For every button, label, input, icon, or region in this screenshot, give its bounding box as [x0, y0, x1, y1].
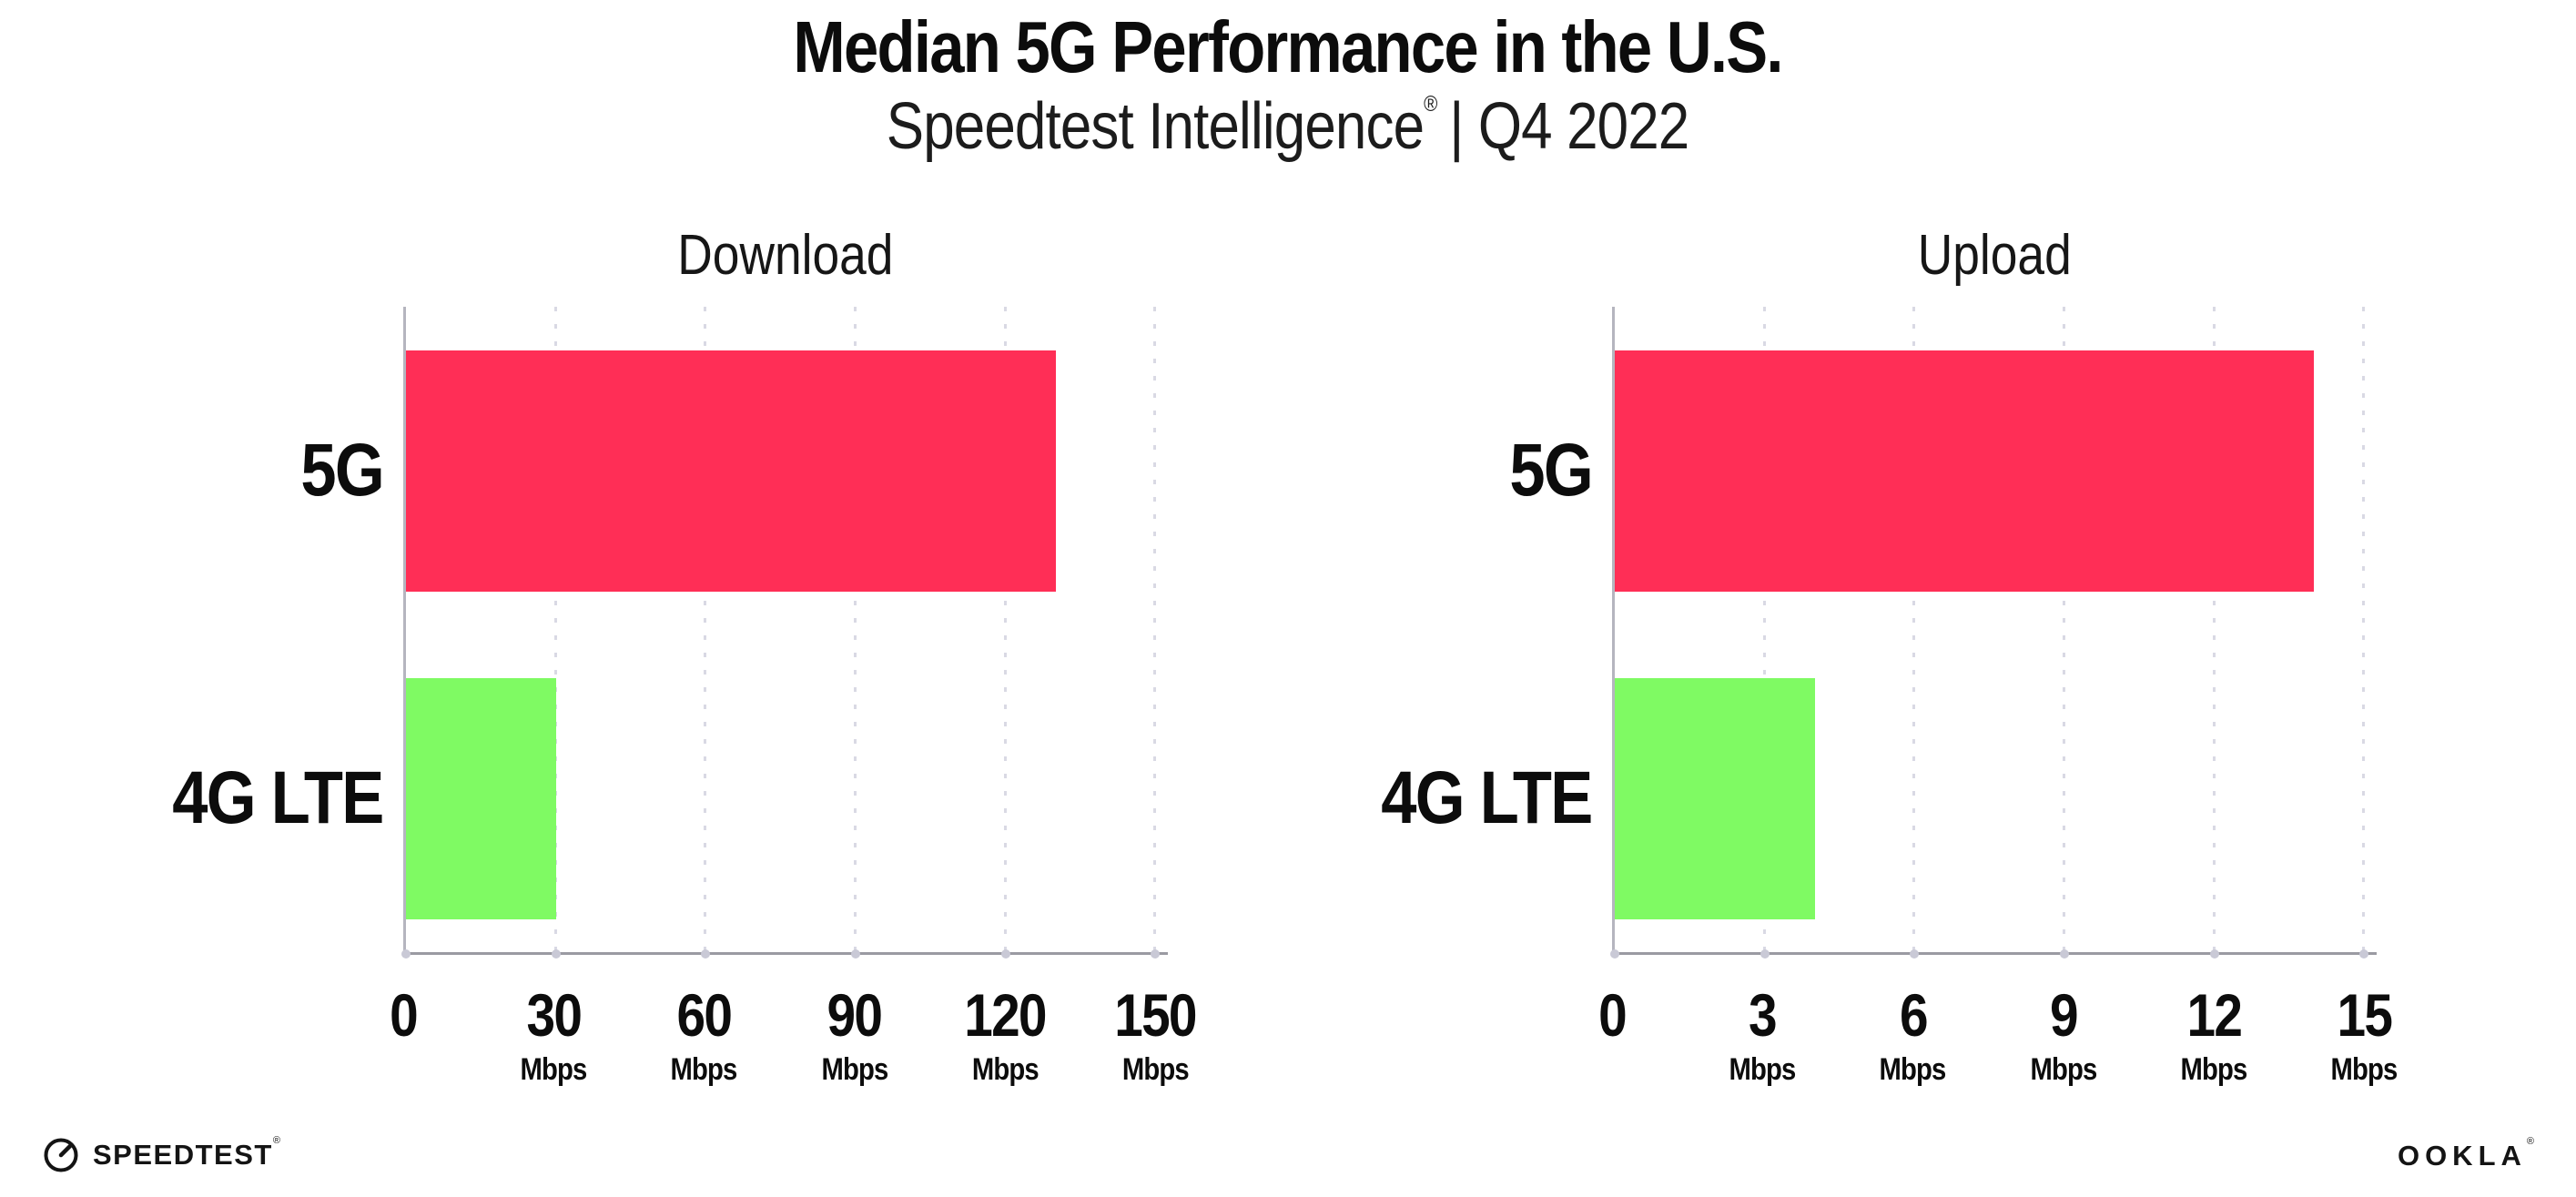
registered-trademark-icon: ® — [1424, 92, 1438, 117]
axis-tick-dot — [701, 949, 711, 959]
x-tick-value: 150 — [1114, 981, 1197, 1049]
category-label: 4G LTE — [172, 756, 384, 839]
x-tick: 0 — [1597, 985, 1628, 1045]
x-tick-unit: Mbps — [1880, 1052, 1947, 1087]
x-tick: 6 Mbps — [1874, 985, 1952, 1085]
axis-tick-dot — [2209, 949, 2219, 959]
x-tick: 120 Mbps — [958, 985, 1052, 1085]
axis-tick-dot — [1610, 949, 1619, 959]
x-tick-unit: Mbps — [2330, 1052, 2399, 1087]
category-label: 5G — [300, 429, 384, 512]
axis-tick-dot — [1910, 949, 1920, 959]
bar-4g-lte — [406, 678, 556, 919]
axis-tick-dot — [2359, 949, 2369, 959]
axis-tick-dot — [1760, 949, 1770, 959]
x-tick-value: 6 — [1899, 981, 1929, 1049]
speedtest-reg-icon: ® — [272, 1135, 282, 1146]
x-tick: 90 Mbps — [816, 985, 893, 1085]
speedtest-logo: SPEEDTEST® — [42, 1135, 282, 1174]
x-tick: 9 Mbps — [2024, 985, 2102, 1085]
x-tick: 30 Mbps — [515, 985, 593, 1085]
x-tick-value: 3 — [1749, 981, 1778, 1049]
subtitle-period: | Q4 2022 — [1449, 90, 1690, 163]
upload-chart-body: 5G 4G LTE 0 3 Mbps 6 Mbps 9 Mbps 12 Mbps 15 Mbps — [1348, 307, 2399, 1085]
category-labels: 5G 4G LTE — [1348, 307, 1612, 955]
ookla-logo: OOKLA® — [2397, 1136, 2540, 1172]
gridline — [2362, 307, 2366, 952]
gridline — [553, 307, 557, 952]
gridline — [853, 307, 857, 952]
x-tick-unit: Mbps — [2180, 1052, 2248, 1087]
x-tick-value: 0 — [390, 981, 419, 1049]
x-tick: 12 Mbps — [2175, 985, 2253, 1085]
x-tick-unit: Mbps — [821, 1052, 888, 1087]
page-title: Median 5G Performance in the U.S. — [0, 9, 2576, 86]
axis-tick-dot — [551, 949, 561, 959]
speedtest-gauge-icon — [44, 1138, 78, 1172]
x-tick-value: 9 — [2049, 981, 2079, 1049]
gridline — [1762, 307, 1766, 952]
x-tick: 3 Mbps — [1724, 985, 1801, 1085]
x-tick-value: 30 — [526, 981, 582, 1049]
ookla-wordmark: OOKLA® — [2397, 1136, 2540, 1172]
axis-tick-dot — [1000, 949, 1010, 959]
x-axis: 0 30 Mbps 60 Mbps 90 Mbps 120 Mbps 150 Mbps — [390, 958, 1198, 1121]
x-axis: 0 3 Mbps 6 Mbps 9 Mbps 12 Mbps 15 Mbps — [1598, 958, 2398, 1121]
x-tick-value: 15 — [2337, 981, 2392, 1049]
x-tick-unit: Mbps — [2030, 1052, 2097, 1087]
category-label: 5G — [1509, 429, 1593, 512]
upload-chart-title: Upload — [1917, 224, 2072, 287]
gridline — [2212, 307, 2216, 952]
gridline — [2062, 307, 2065, 952]
ookla-reg-icon: ® — [2526, 1136, 2540, 1147]
page-subtitle: Speedtest Intelligence® | Q4 2022 — [0, 90, 2576, 163]
x-tick-value: 12 — [2186, 981, 2242, 1049]
x-tick-value: 60 — [676, 981, 733, 1049]
x-tick-value: 120 — [964, 981, 1047, 1049]
x-tick-unit: Mbps — [671, 1052, 738, 1087]
plot-area — [401, 307, 1168, 959]
gridline — [1153, 307, 1157, 952]
x-tick-unit: Mbps — [1729, 1052, 1797, 1087]
x-tick: 15 Mbps — [2326, 985, 2403, 1085]
x-tick-value: 90 — [827, 981, 883, 1049]
upload-chart: Upload 5G 4G LTE 0 3 Mbps 6 Mbps 9 Mbps 12 Mbps 15… — [1348, 224, 2399, 1085]
download-chart: Download 5G 4G LTE 0 30 Mbps 60 Mbps 90 Mbps 120… — [139, 224, 1198, 1085]
x-tick-unit: Mbps — [1121, 1052, 1190, 1087]
gridline — [704, 307, 707, 952]
subtitle-brand: Speedtest Intelligence — [887, 90, 1425, 163]
x-tick-unit: Mbps — [520, 1052, 588, 1087]
axis-tick-dot — [850, 949, 860, 959]
x-tick-value: 0 — [1598, 981, 1628, 1049]
speedtest-wordmark: SPEEDTEST® — [93, 1135, 282, 1171]
gridline — [1003, 307, 1007, 952]
category-labels: 5G 4G LTE — [139, 307, 403, 955]
gridline — [1912, 307, 1916, 952]
bar-5g — [406, 350, 1056, 592]
axis-tick-dot — [2059, 949, 2069, 959]
page-title-text: Median 5G Performance in the U.S. — [793, 6, 1784, 87]
download-chart-body: 5G 4G LTE 0 30 Mbps 60 Mbps 90 Mbps 120 Mbps 150 Mb… — [139, 307, 1198, 1085]
bar-4g-lte — [1615, 678, 1815, 919]
x-tick-unit: Mbps — [971, 1052, 1040, 1087]
x-tick: 0 — [388, 985, 420, 1045]
category-label: 4G LTE — [1381, 756, 1593, 839]
x-tick: 60 Mbps — [665, 985, 743, 1085]
bar-5g — [1615, 350, 2315, 592]
plot-area — [1610, 307, 2377, 959]
download-chart-title: Download — [677, 224, 894, 287]
x-tick: 150 Mbps — [1108, 985, 1202, 1085]
axis-tick-dot — [1151, 949, 1161, 959]
axis-tick-dot — [401, 949, 411, 959]
